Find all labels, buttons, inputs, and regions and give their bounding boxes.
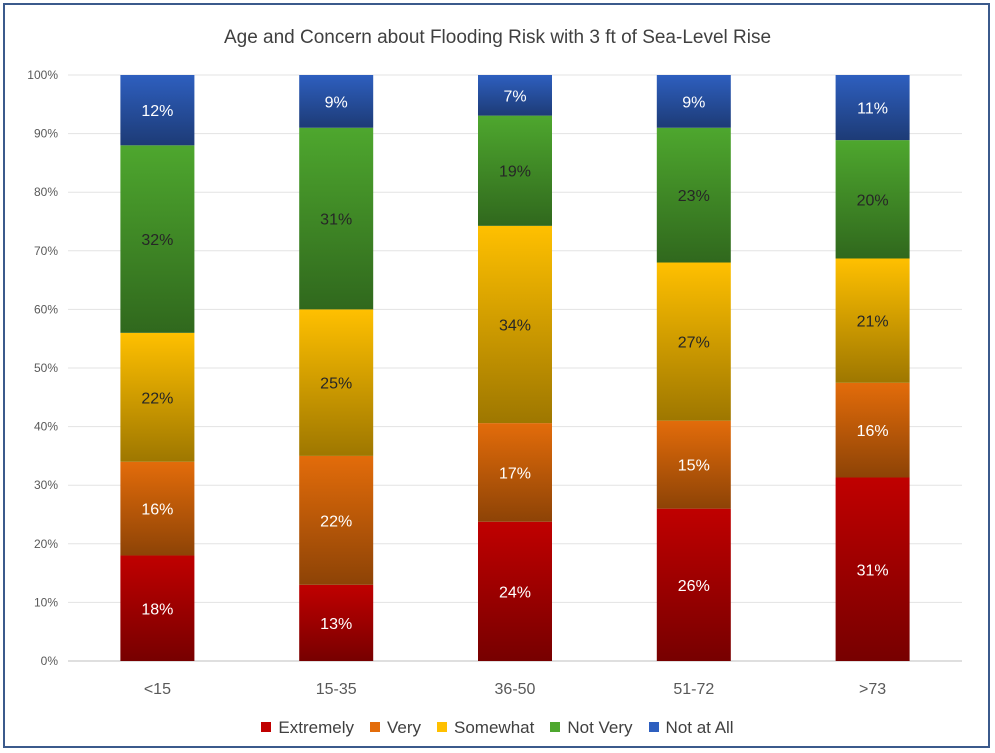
y-tick-label: 50% — [34, 361, 58, 375]
bar-segment — [656, 508, 731, 661]
data-label: 27% — [678, 335, 710, 352]
bar-segment — [835, 140, 910, 259]
bar-segment — [299, 127, 374, 310]
data-label: 23% — [678, 188, 710, 205]
y-axis-ticks: 0% 10% 20% 30% 40% 50% 60% 70% 80% 90% 100% — [27, 68, 58, 668]
y-tick-label: 0% — [41, 654, 59, 668]
data-label: 32% — [141, 232, 173, 249]
bar-segment — [478, 115, 552, 226]
legend-item: Very — [369, 718, 422, 738]
data-label: 31% — [857, 562, 889, 579]
data-label: 9% — [325, 94, 348, 111]
data-label: 19% — [499, 164, 531, 181]
legend-item: Not at All — [648, 718, 734, 738]
y-tick-label: 80% — [34, 185, 58, 199]
bar-segment — [120, 75, 195, 146]
data-label: 31% — [320, 212, 352, 229]
data-label: 22% — [320, 513, 352, 530]
data-label: 9% — [682, 94, 705, 111]
data-label: 24% — [499, 584, 531, 601]
legend-item: Extremely — [261, 718, 354, 738]
legend-label: Not at All — [665, 718, 734, 737]
legend-item: Not Very — [550, 718, 633, 738]
legend-item: Somewhat — [437, 718, 534, 738]
y-tick-label: 30% — [34, 478, 58, 492]
legend-label: Extremely — [278, 718, 354, 737]
bar-segment — [478, 225, 552, 424]
bar-segment — [120, 145, 195, 333]
bar-segment — [835, 258, 910, 383]
y-tick-label: 100% — [27, 68, 58, 82]
bar-segment — [120, 461, 195, 556]
x-axis-ticks: <15 15-35 36-50 51-72 >73 — [144, 681, 886, 698]
bar-segment — [835, 477, 910, 661]
chart-title: Age and Concern about Flooding Risk with… — [223, 27, 772, 48]
legend-swatch — [261, 721, 272, 732]
legend-swatch — [648, 721, 659, 732]
bar-segment — [656, 127, 731, 263]
y-tick-label: 40% — [34, 420, 58, 434]
bar-segment — [299, 75, 374, 128]
data-label: 20% — [857, 192, 889, 209]
bar-segment — [478, 423, 552, 522]
x-tick-label: 51-72 — [673, 681, 714, 698]
bar-segment — [299, 309, 374, 456]
y-tick-label: 70% — [34, 244, 58, 258]
y-tick-label: 60% — [34, 302, 58, 316]
bar-segment — [299, 455, 374, 585]
legend: Extremely Very Somewhat Not Very Not at All — [0, 718, 995, 738]
data-label: 21% — [857, 314, 889, 331]
y-tick-label: 20% — [34, 537, 58, 551]
bar-segment — [478, 521, 552, 661]
legend-swatch — [437, 721, 448, 732]
data-label: 26% — [678, 578, 710, 595]
data-label: 16% — [141, 502, 173, 519]
x-tick-label: 15-35 — [316, 681, 357, 698]
y-tick-label: 10% — [34, 595, 58, 609]
data-label: 13% — [320, 616, 352, 633]
data-label: 12% — [141, 103, 173, 120]
bars: 18% 16% 22% 32% 12% 13% 22% 25% 31% 9% 24% 17% 34% 19… — [120, 75, 910, 661]
bar-segment — [656, 75, 731, 128]
data-label: 15% — [678, 458, 710, 475]
bar-segment — [120, 332, 195, 462]
bar-segment — [120, 555, 195, 661]
data-label: 16% — [857, 423, 889, 440]
bar-segment — [835, 382, 910, 478]
data-label: 17% — [499, 465, 531, 482]
data-label: 7% — [503, 88, 526, 105]
data-label: 11% — [857, 101, 888, 118]
data-label: 34% — [499, 317, 531, 334]
legend-swatch — [369, 721, 380, 732]
legend-swatch — [550, 721, 561, 732]
bar-segment — [835, 75, 910, 141]
x-tick-label: 36-50 — [495, 681, 536, 698]
bar-segment — [656, 262, 731, 421]
data-label: 25% — [320, 376, 352, 393]
bar-segment — [656, 420, 731, 509]
bar-segment — [299, 584, 374, 661]
bar-segment — [478, 75, 552, 116]
y-tick-label: 90% — [34, 127, 58, 141]
legend-label: Somewhat — [454, 718, 535, 737]
legend-label: Very — [386, 718, 422, 737]
data-label: 18% — [141, 601, 173, 618]
data-label: 22% — [141, 390, 173, 407]
legend-label: Not Very — [567, 718, 633, 737]
x-tick-label: >73 — [859, 681, 886, 698]
x-tick-label: <15 — [144, 681, 171, 698]
